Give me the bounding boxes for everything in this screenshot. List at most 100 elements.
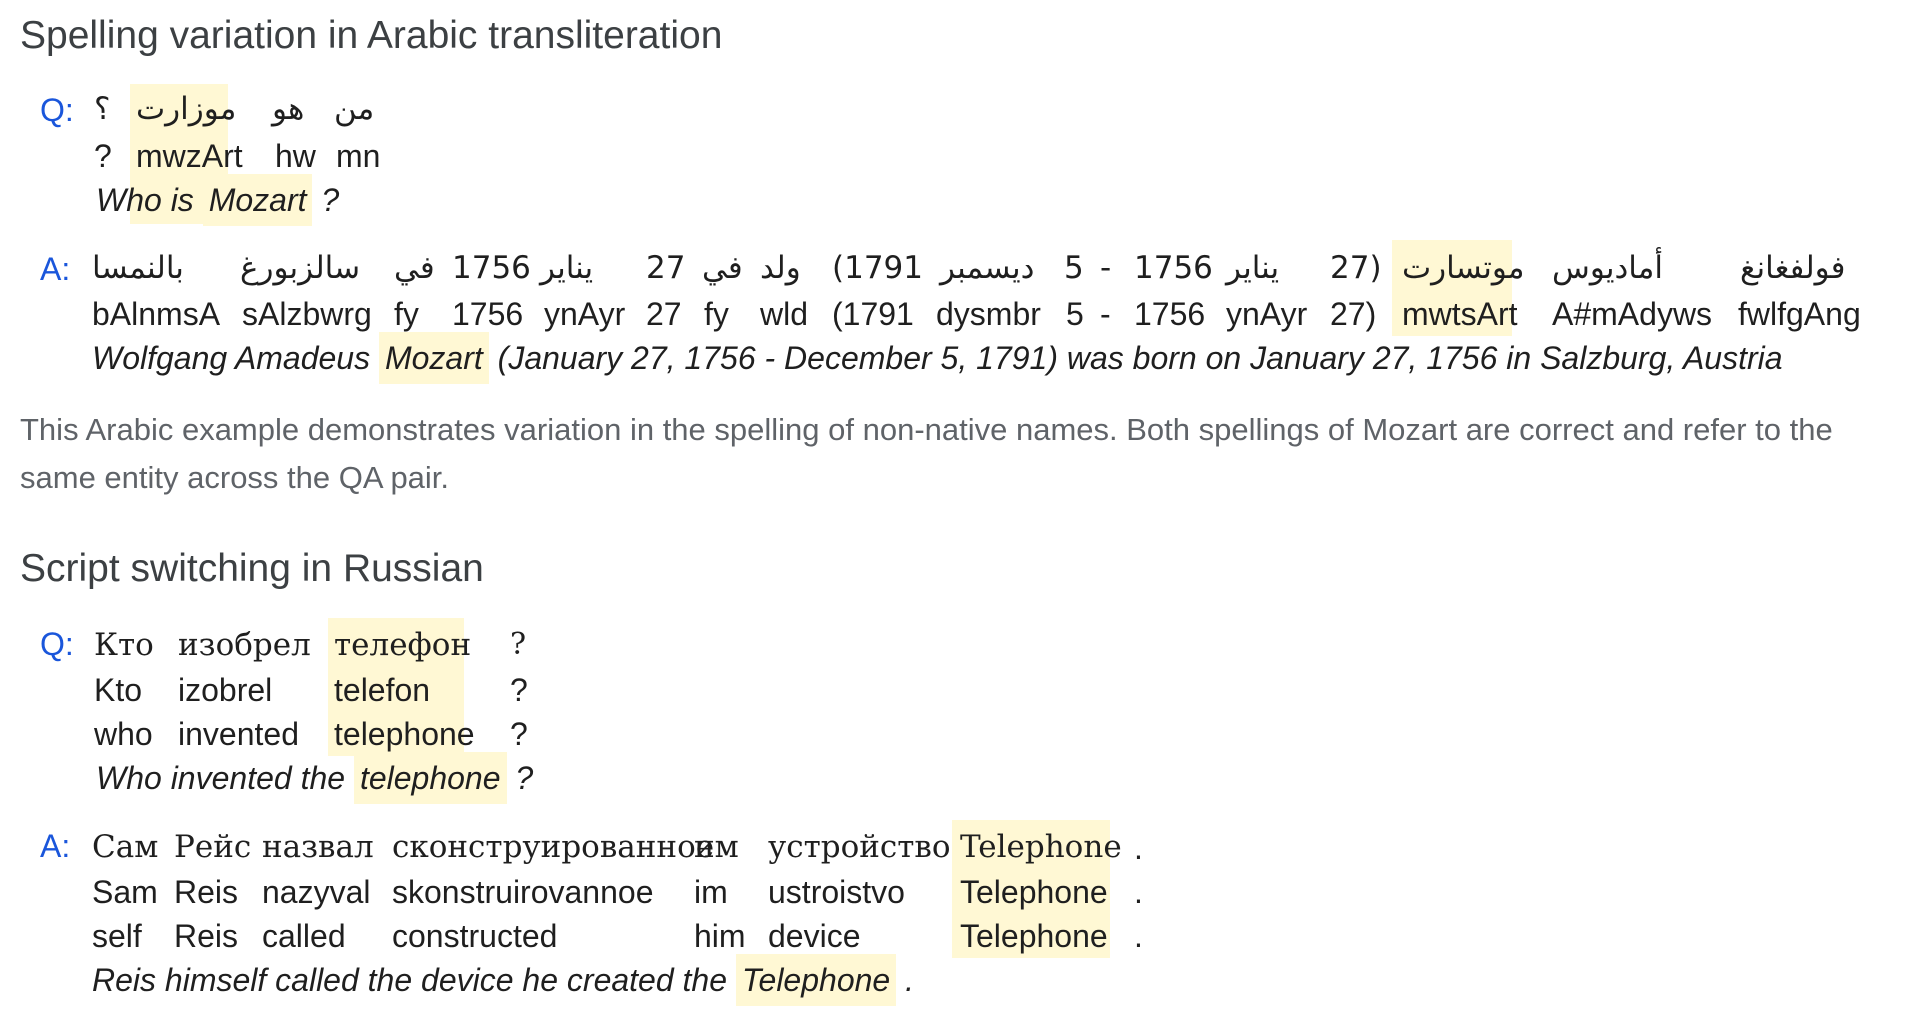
translit-token: 1756 [1134,296,1206,332]
cyrillic-token: им [694,829,739,865]
arabic-token-highlighted: موزارت [136,91,237,127]
translit-token: Kto [94,672,143,708]
arabic-token: (1791 [832,250,923,286]
arabic-token: ؟ [94,91,111,127]
translit-token: hw [275,138,316,174]
translit-token: 27) [1330,296,1377,332]
translit-token: 5 [1066,296,1084,332]
gloss-token: called [262,918,346,954]
translit-token: bAlnmsA [92,296,221,332]
translit-token: nazyval [262,874,371,910]
gloss-token-highlighted: Telephone [960,918,1108,954]
english-text: ? [515,760,534,796]
arabic-token-highlighted: موتسارت [1402,250,1525,286]
english-translation: Who invented the telephone ? [96,752,534,804]
translit-token: fy [394,296,419,332]
translit-token: ynAyr [1226,296,1308,332]
section-title-russian: Script switching in Russian [20,547,484,590]
english-text: (January 27, 1756 - December 5, 1791) wa… [497,340,1783,376]
gloss-token: invented [178,716,299,752]
translit-token: 27 [646,296,682,332]
english-translation: Wolfgang Amadeus Mozart (January 27, 175… [92,332,1783,384]
translit-token: . [1134,874,1143,910]
cyrillic-token: устройство [768,829,951,865]
translit-token: sAlzbwrg [242,296,372,332]
question-label: Q: [40,92,74,128]
arabic-token: في [702,250,743,286]
english-highlight: Mozart [378,332,489,384]
translit-token: dysmbr [936,296,1041,332]
arabic-token: فولفغانغ [1740,250,1846,286]
cyrillic-token: Кто [94,627,154,663]
cyrillic-token: сконструированное [392,829,715,865]
arabic-token: في [394,250,435,286]
highlight-box [952,820,1110,958]
translit-token-highlighted: telefon [334,672,431,708]
translit-token-highlighted: mwtsArt [1402,296,1518,332]
english-highlight: Telephone [735,954,897,1006]
question-label: Q: [40,626,74,662]
translit-token: - [1100,296,1111,332]
answer-label: A: [40,251,71,287]
description-paragraph: This Arabic example demonstrates variati… [20,412,1833,495]
cyrillic-token-highlighted: телефон [334,627,472,663]
translit-token: 1756 [452,296,524,332]
translit-token: fy [704,296,729,332]
cyrillic-token: Сам [92,829,159,865]
cyrillic-token: изобрел [178,627,311,663]
answer-label: A: [40,828,71,864]
english-text: Wolfgang Amadeus [92,340,371,376]
english-translation: Reis himself called the device he create… [92,954,914,1006]
translit-token-highlighted: Telephone [960,874,1108,910]
translit-token: (1791 [832,296,914,332]
gloss-token: . [1134,918,1143,954]
translit-token: ynAyr [544,296,626,332]
gloss-token: self [92,918,142,954]
gloss-token: device [768,918,861,954]
cyrillic-token: ? [510,627,527,662]
translit-token: Sam [92,874,158,910]
english-text: Who is [96,182,194,218]
arabic-token: ديسمبر [940,250,1035,286]
highlight-box [328,618,464,756]
translit-token: fwlfgAng [1738,296,1861,332]
arabic-token: 1756 [452,250,531,286]
english-text: ? [321,182,340,218]
translit-token: A#mAdyws [1552,296,1713,332]
arabic-token: من [334,91,375,127]
arabic-token: - [1100,250,1112,286]
arabic-token: 27) [1330,250,1382,286]
english-highlight: Mozart [202,174,313,226]
arabic-token: سالزبورغ [240,250,361,286]
english-highlight: telephone [353,752,507,804]
section-title-arabic: Spelling variation in Arabic translitera… [20,14,723,57]
gloss-token: ? [510,716,528,752]
translit-token: ? [510,672,528,708]
translit-token-highlighted: mwzArt [136,138,243,174]
arabic-token: 5 [1064,250,1084,286]
arabic-token: 27 [646,250,686,286]
gloss-token: him [694,918,746,954]
translit-token: ? [94,138,112,174]
gloss-token: Reis [174,918,239,954]
arabic-token: هو [272,91,305,127]
english-text: Who invented the [96,760,346,796]
cyrillic-token: . [1134,830,1143,866]
gloss-token: constructed [392,918,558,954]
arabic-token: أماديوس [1552,250,1663,286]
arabic-token: يناير [540,250,594,286]
arabic-token: بالنمسا [92,250,184,286]
english-text: . [905,962,914,998]
arabic-token: يناير [1226,250,1280,286]
cyrillic-token: назвал [262,829,374,865]
translit-token: skonstruirovannoe [392,874,654,910]
english-translation: Who is Mozart ? [96,174,340,226]
translit-token: izobrel [178,672,273,708]
translit-token: wld [760,296,809,332]
arabic-token: 1756 [1134,250,1213,286]
translit-token: Reis [174,874,239,910]
translit-token: ustroistvo [768,874,905,910]
highlight-box [1392,240,1512,336]
translit-token: im [694,874,728,910]
cyrillic-token: Рейс [174,829,252,865]
